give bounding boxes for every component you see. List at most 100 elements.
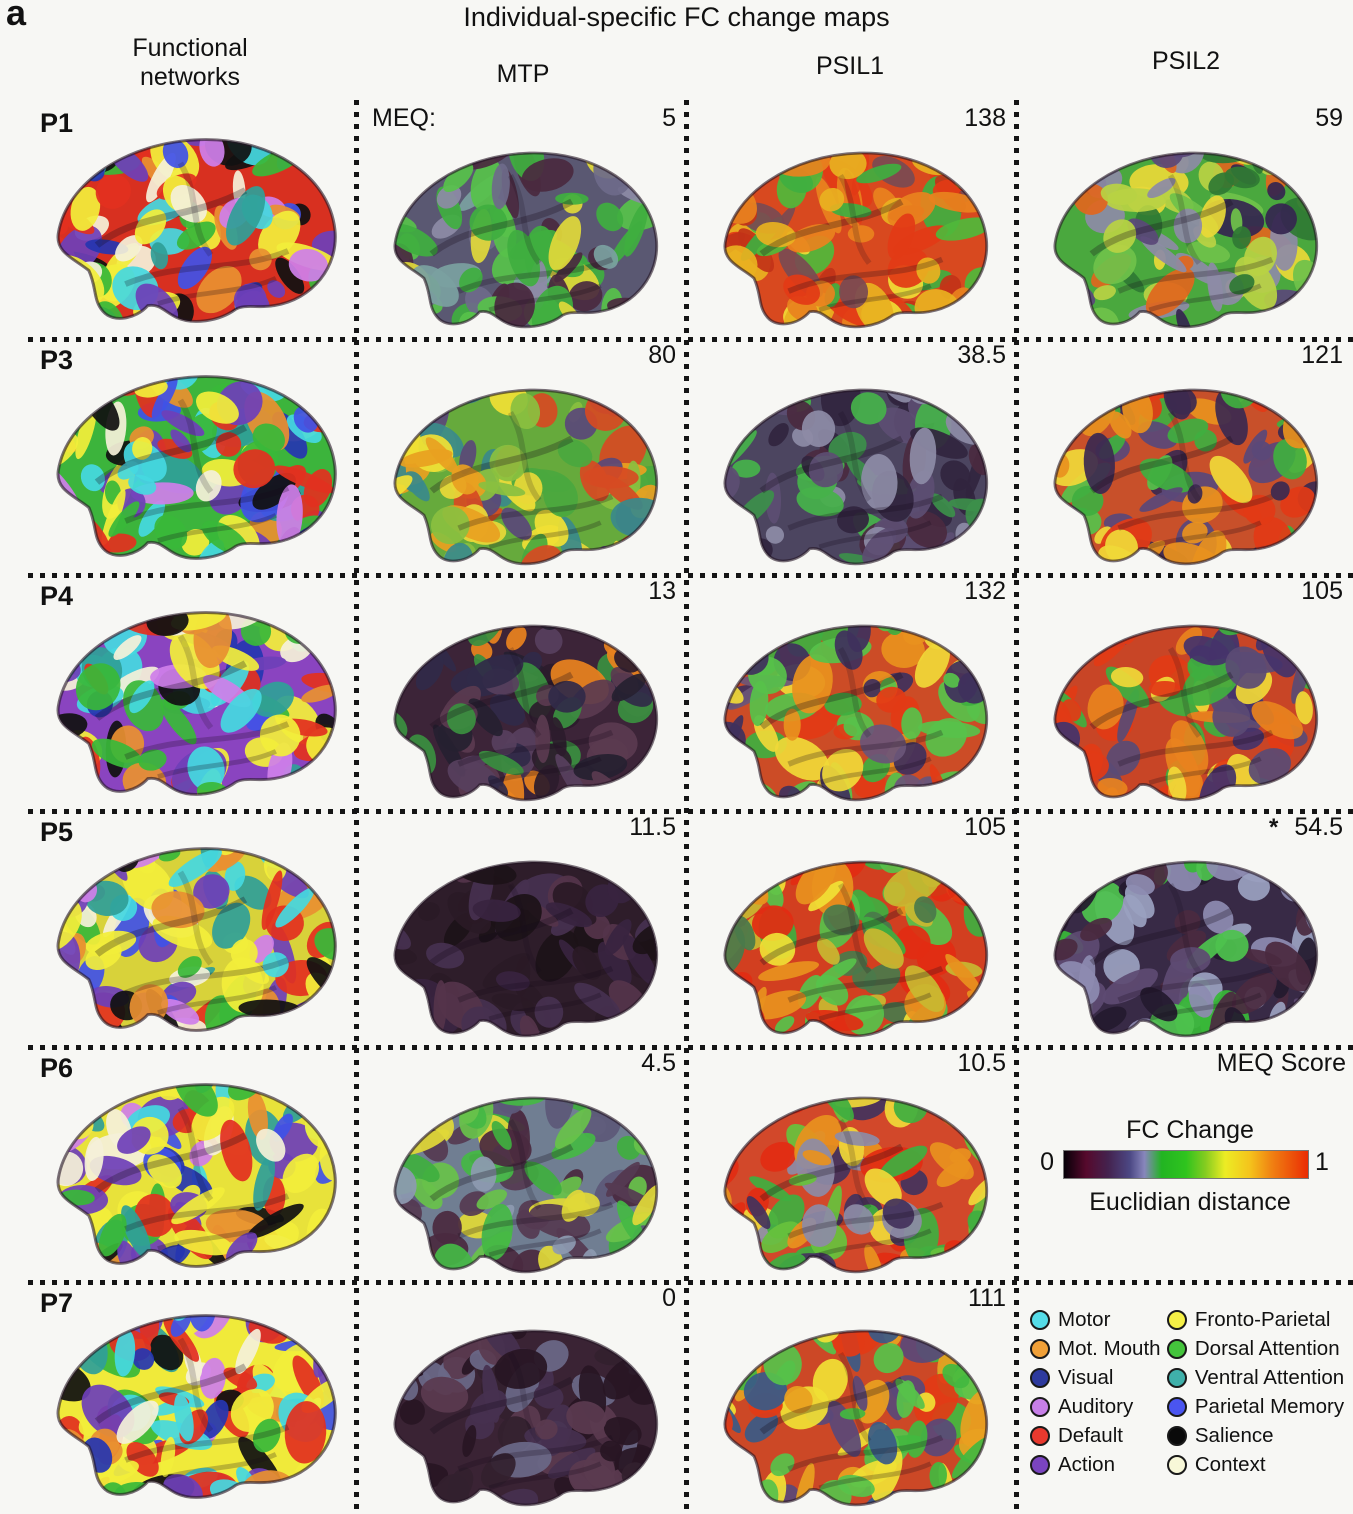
legend-dot-ventral-attention bbox=[1166, 1368, 1187, 1388]
legend-label-default: Default bbox=[1058, 1424, 1123, 1447]
grid-hline-5 bbox=[28, 1280, 1353, 1285]
legend-dot-parietal-memory bbox=[1166, 1397, 1187, 1417]
legend-dot-context bbox=[1166, 1455, 1187, 1475]
legend-label-visual: Visual bbox=[1058, 1366, 1114, 1389]
legend-label-dorsal-attention: Dorsal Attention bbox=[1194, 1337, 1340, 1360]
grid-vline-1 bbox=[354, 100, 359, 1511]
legend-dot-auditory bbox=[1030, 1397, 1050, 1417]
grid-hline-1 bbox=[28, 337, 1353, 342]
column-header-functional-networks-line2: networks bbox=[139, 62, 241, 91]
legend-label-motor: Motor bbox=[1058, 1308, 1111, 1331]
legend-dot-action bbox=[1030, 1455, 1050, 1475]
legend-item-dorsal-attention: Dorsal Attention bbox=[1166, 1337, 1350, 1361]
meq-score-p5-psil1: 105 bbox=[964, 813, 1006, 841]
legend-item-context: Context bbox=[1166, 1453, 1350, 1477]
meq-score-p6-psil1: 10.5 bbox=[957, 1049, 1006, 1077]
brain-map-p1-mtp bbox=[376, 140, 664, 336]
legend-item-default: Default bbox=[1030, 1424, 1167, 1448]
legend-item-ventral-attention: Ventral Attention bbox=[1166, 1366, 1350, 1390]
meq-prefix-label: MEQ: bbox=[372, 104, 436, 132]
brain-map-p3-networks bbox=[38, 363, 343, 568]
row-label-p1: P1 bbox=[40, 108, 74, 138]
network-legend-column-left: Motor Mot. Mouth Visual Auditory Default… bbox=[1030, 1308, 1167, 1482]
row-label-p5: P5 bbox=[40, 817, 74, 847]
colorbar-caption: Euclidian distance bbox=[1089, 1188, 1291, 1216]
brain-map-p6-psil1 bbox=[706, 1085, 994, 1281]
legend-label-fronto-parietal: Fronto-Parietal bbox=[1194, 1308, 1331, 1331]
legend-item-motor: Motor bbox=[1030, 1308, 1167, 1332]
column-header-functional-networks-line1: Functional bbox=[132, 34, 248, 62]
brain-map-p7-psil1 bbox=[706, 1318, 994, 1514]
legend-item-auditory: Auditory bbox=[1030, 1395, 1167, 1419]
network-legend: Motor Mot. Mouth Visual Auditory Default… bbox=[1030, 1308, 1350, 1482]
meq-score-p4-psil1: 132 bbox=[964, 577, 1006, 605]
meq-score-p1-psil1: 138 bbox=[964, 104, 1006, 132]
legend-dot-mot-mouth bbox=[1030, 1339, 1050, 1359]
column-header-functional-networks: Functional networks bbox=[90, 34, 290, 92]
grid-vline-3 bbox=[1014, 100, 1019, 1511]
meq-score-p4-mtp: 13 bbox=[648, 577, 676, 605]
brain-map-p7-networks bbox=[38, 1302, 343, 1507]
colorbar-min-label: 0 bbox=[1040, 1148, 1054, 1176]
brain-map-p3-mtp bbox=[376, 377, 664, 573]
legend-item-action: Action bbox=[1030, 1453, 1167, 1477]
meq-score-p3-mtp: 80 bbox=[648, 341, 676, 369]
legend-item-mot-mouth: Mot. Mouth bbox=[1030, 1337, 1167, 1361]
brain-map-p1-networks bbox=[38, 126, 343, 331]
legend-label-parietal-memory: Parietal Memory bbox=[1194, 1395, 1345, 1418]
brain-map-p4-mtp bbox=[376, 613, 664, 809]
row-label-p7: P7 bbox=[40, 1288, 74, 1318]
brain-map-p5-psil2 bbox=[1036, 849, 1324, 1045]
brain-map-p4-psil1 bbox=[706, 613, 994, 809]
brain-map-p6-mtp bbox=[376, 1085, 664, 1281]
column-header-psil2: PSIL2 bbox=[1151, 47, 1221, 75]
legend-item-fronto-parietal: Fronto-Parietal bbox=[1166, 1308, 1350, 1332]
network-legend-column-right: Fronto-Parietal Dorsal Attention Ventral… bbox=[1166, 1308, 1350, 1482]
meq-score-p1-mtp: 5 bbox=[662, 104, 676, 132]
legend-dot-fronto-parietal bbox=[1166, 1310, 1187, 1330]
grid-vline-2 bbox=[684, 100, 689, 1511]
legend-item-visual: Visual bbox=[1030, 1366, 1167, 1390]
row-label-p3: P3 bbox=[40, 345, 74, 375]
legend-label-auditory: Auditory bbox=[1058, 1395, 1134, 1418]
legend-dot-motor bbox=[1030, 1310, 1050, 1330]
meq-score-p5-mtp: 11.5 bbox=[629, 813, 676, 841]
meq-score-column-label: MEQ Score bbox=[1216, 1049, 1346, 1077]
legend-label-context: Context bbox=[1194, 1453, 1266, 1476]
brain-map-p1-psil1 bbox=[706, 140, 994, 336]
meq-score-p7-mtp: 0 bbox=[662, 1284, 676, 1312]
meq-score-p7-psil1: 111 bbox=[967, 1284, 1006, 1312]
significance-star: * bbox=[1268, 814, 1279, 841]
row-label-p6: P6 bbox=[40, 1053, 74, 1083]
brain-map-p3-psil1 bbox=[706, 377, 994, 573]
meq-score-p6-mtp: 4.5 bbox=[641, 1049, 676, 1077]
brain-map-p1-psil2 bbox=[1036, 140, 1324, 336]
column-header-psil1: PSIL1 bbox=[815, 52, 885, 80]
meq-score-p4-psil2: 105 bbox=[1301, 577, 1343, 605]
legend-label-action: Action bbox=[1058, 1453, 1115, 1476]
meq-score-p3-psil2: 121 bbox=[1301, 341, 1343, 369]
brain-map-p5-networks bbox=[38, 835, 343, 1040]
meq-score-p3-psil1: 38.5 bbox=[957, 341, 1006, 369]
legend-dot-visual bbox=[1030, 1368, 1050, 1388]
legend-label-ventral-attention: Ventral Attention bbox=[1194, 1366, 1345, 1389]
brain-map-p3-psil2 bbox=[1036, 377, 1324, 573]
legend-item-parietal-memory: Parietal Memory bbox=[1166, 1395, 1350, 1419]
legend-dot-dorsal-attention bbox=[1166, 1339, 1187, 1359]
legend-dot-default bbox=[1030, 1426, 1050, 1446]
meq-score-p5-psil2-value: 54.5 bbox=[1294, 813, 1343, 841]
legend-item-salience: Salience bbox=[1166, 1424, 1350, 1448]
figure-title: Individual-specific FC change maps bbox=[463, 2, 890, 32]
column-header-mtp: MTP bbox=[496, 60, 550, 88]
brain-map-p7-mtp bbox=[376, 1318, 664, 1514]
meq-score-p5-psil2: * 54.5 bbox=[1213, 813, 1343, 842]
grid-hline-3 bbox=[28, 809, 1353, 814]
legend-label-mot-mouth: Mot. Mouth bbox=[1058, 1337, 1161, 1360]
brain-map-p6-networks bbox=[38, 1071, 343, 1276]
grid-hline-2 bbox=[28, 573, 1353, 578]
colorbar-title: FC Change bbox=[1126, 1116, 1254, 1144]
brain-map-p5-psil1 bbox=[706, 849, 994, 1045]
brain-map-p4-networks bbox=[38, 599, 343, 804]
meq-score-p1-psil2: 59 bbox=[1315, 104, 1343, 132]
brain-map-p5-mtp bbox=[376, 849, 664, 1045]
